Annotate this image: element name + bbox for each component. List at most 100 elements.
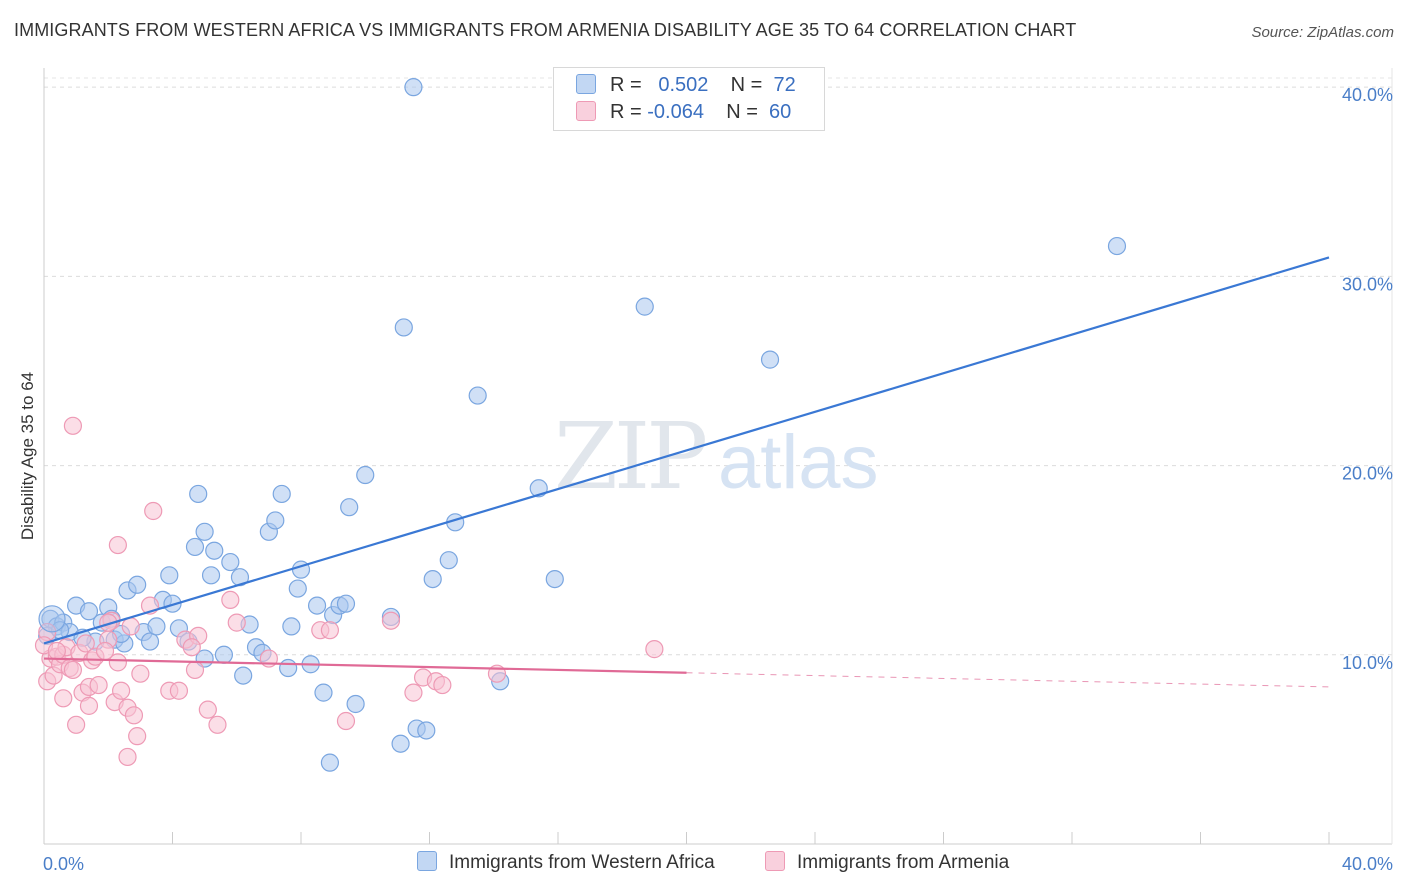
data-point: [38, 605, 66, 633]
n-value: 72: [773, 74, 796, 96]
data-point: [121, 617, 140, 636]
data-point: [404, 683, 423, 702]
data-point: [47, 641, 66, 661]
western-africa-swatch: [576, 74, 596, 94]
data-point: [108, 653, 127, 672]
data-point: [111, 681, 131, 700]
armenia-swatch: [576, 101, 596, 121]
source-credit: Source: ZipAtlas.com: [1251, 24, 1394, 41]
data-point: [169, 681, 189, 700]
data-point: [336, 711, 356, 731]
data-point: [160, 566, 179, 585]
data-point: [272, 484, 291, 504]
legend-item-western-africa[interactable]: Immigrants from Western Africa: [417, 851, 715, 874]
data-point: [1107, 236, 1127, 256]
data-point: [394, 318, 413, 337]
data-point: [266, 511, 285, 530]
data-point: [307, 596, 327, 615]
stats-legend: R = 0.502 N = 72 R = -0.064 N = 60: [553, 67, 825, 131]
stats-row-western-africa: R = 0.502 N = 72: [576, 74, 796, 100]
data-point: [198, 700, 217, 719]
data-point: [147, 617, 166, 636]
legend-label: Immigrants from Western Africa: [449, 852, 715, 873]
data-point: [221, 552, 240, 572]
data-point: [182, 638, 201, 657]
data-point: [118, 747, 137, 767]
data-point: [439, 551, 458, 570]
data-point: [356, 465, 375, 485]
data-point: [288, 579, 307, 598]
tick-labels: 10.0% 20.0% 30.0% 40.0% 0.0% 40.0%: [43, 85, 1393, 874]
watermark: ZIP atlas: [554, 403, 879, 510]
data-point: [95, 641, 115, 661]
armenia-legend-swatch: [765, 851, 785, 871]
n-value: 60: [769, 101, 792, 123]
legend-item-armenia[interactable]: Immigrants from Armenia: [765, 851, 1009, 874]
r-label: R =: [610, 74, 642, 96]
data-point: [140, 632, 160, 651]
data-point: [201, 566, 221, 585]
data-point: [320, 621, 340, 640]
y-tick-label: 20.0%: [1342, 464, 1393, 484]
data-point: [214, 645, 233, 664]
series-legend: Immigrants from Western Africa Immigrant…: [0, 851, 1406, 879]
data-point: [346, 694, 365, 714]
y-tick-label: 40.0%: [1342, 85, 1393, 105]
watermark-atlas: atlas: [718, 420, 879, 505]
chart-title: IMMIGRANTS FROM WESTERN AFRICA VS IMMIGR…: [14, 20, 1077, 40]
trend-line: [43, 256, 1330, 645]
data-point: [227, 613, 246, 632]
trend-lines: [43, 256, 1330, 688]
data-point: [185, 537, 205, 557]
data-point: [128, 727, 147, 746]
axes: [43, 68, 1393, 845]
data-point: [381, 611, 401, 630]
data-point: [279, 658, 298, 678]
y-axis-label: Disability Age 35 to 64: [18, 372, 37, 540]
stats-row-armenia: R = -0.064 N = 60: [576, 101, 791, 127]
data-point: [54, 689, 73, 708]
data-point: [645, 640, 664, 659]
n-label: N =: [730, 74, 763, 96]
data-point: [185, 660, 205, 680]
data-point: [234, 666, 253, 685]
r-label: R =: [610, 101, 642, 123]
data-point: [195, 522, 214, 541]
data-point: [144, 501, 163, 521]
data-point: [417, 721, 436, 740]
data-point: [423, 569, 442, 589]
data-point: [760, 350, 780, 369]
data-point: [79, 602, 99, 621]
data-point: [545, 569, 564, 589]
watermark-zip: ZIP: [554, 403, 705, 510]
data-point: [336, 594, 356, 613]
data-point: [391, 734, 410, 753]
data-point: [108, 535, 127, 555]
data-point: [208, 715, 227, 734]
trend-line: [43, 657, 687, 674]
grid-lines: [44, 77, 1392, 656]
data-point: [76, 634, 95, 653]
data-point: [124, 706, 144, 725]
data-point: [67, 715, 86, 734]
legend-label: Immigrants from Armenia: [797, 852, 1010, 873]
western-africa-legend-swatch: [417, 851, 437, 871]
data-point: [404, 78, 423, 97]
data-point: [314, 683, 333, 702]
data-point: [433, 675, 452, 695]
data-point: [221, 590, 240, 610]
y-tick-label: 10.0%: [1342, 653, 1393, 673]
r-value: 0.502: [658, 74, 709, 96]
data-point: [189, 484, 208, 504]
data-point: [320, 753, 340, 772]
trend-line-extension: [686, 672, 1330, 688]
r-value: -0.064: [647, 101, 704, 123]
series-armenia: [34, 416, 664, 767]
x-tick-label: 0.0%: [43, 854, 84, 874]
data-point: [340, 498, 359, 517]
data-point: [128, 575, 147, 594]
n-label: N =: [726, 101, 758, 123]
data-point: [635, 297, 654, 316]
data-point: [282, 617, 301, 636]
